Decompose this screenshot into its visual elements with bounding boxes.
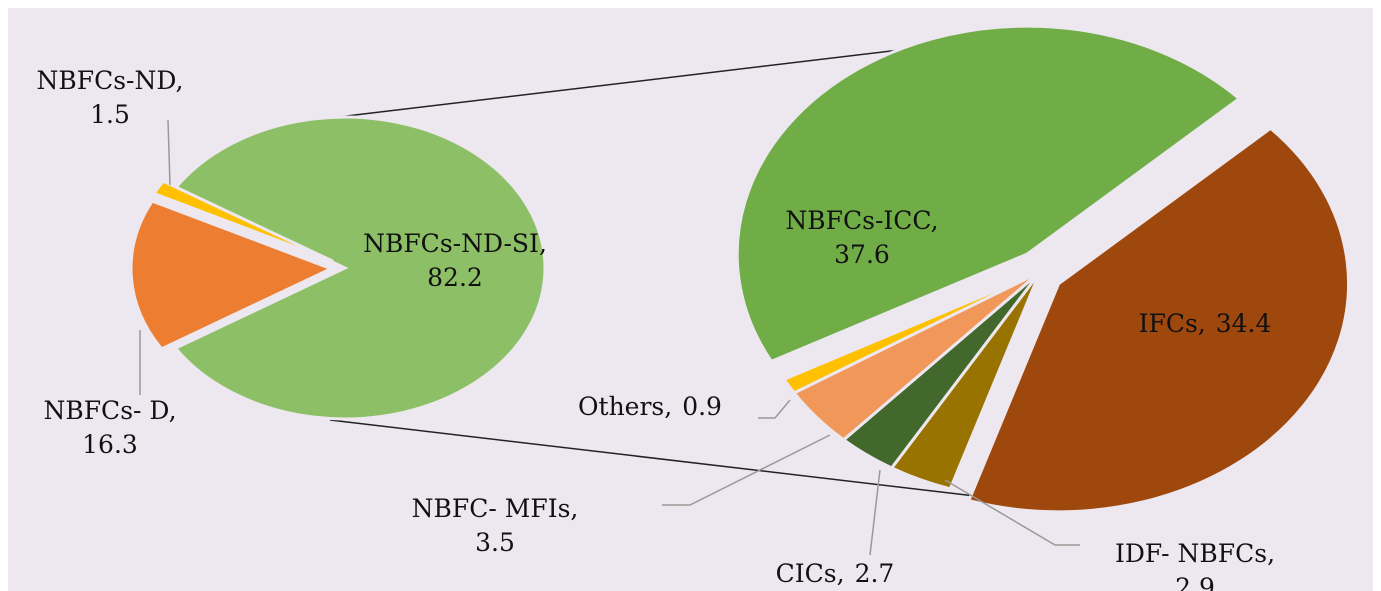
label-sep: , bbox=[664, 392, 672, 421]
leader-line bbox=[944, 479, 1080, 546]
label-sep: , bbox=[837, 559, 845, 588]
data-label: CICs, 2.7 bbox=[776, 559, 895, 588]
data-label: NBFCs- D, 16.3 bbox=[43, 396, 176, 459]
data-label: NBFCs-ND, 1.5 bbox=[37, 66, 184, 129]
label-sep: , bbox=[169, 396, 177, 425]
data-label: IDF- NBFCs, 2.9 bbox=[1115, 539, 1275, 591]
data-label: NBFCs-ICC, 37.6 bbox=[785, 206, 938, 269]
label-sep: , bbox=[539, 229, 547, 258]
pie-slice bbox=[129, 199, 335, 351]
label-value: 3.5 bbox=[475, 528, 515, 557]
connector-line bbox=[329, 37, 1001, 119]
connector-line bbox=[329, 419, 976, 497]
data-label: IFCs, 34.4 bbox=[1139, 309, 1272, 338]
label-name: NBFCs-ICC bbox=[785, 206, 930, 235]
leader-line bbox=[662, 434, 831, 506]
label-value: 1.5 bbox=[90, 100, 130, 129]
label-sep: , bbox=[176, 66, 184, 95]
label-name: NBFCs- D bbox=[43, 396, 168, 425]
label-sep: , bbox=[1267, 539, 1275, 568]
pie-slice bbox=[172, 115, 547, 421]
label-sep: , bbox=[931, 206, 939, 235]
label-name: NBFCs-ND bbox=[37, 66, 176, 95]
leader-line bbox=[869, 469, 881, 556]
label-sep: , bbox=[570, 494, 578, 523]
label-value: 16.3 bbox=[82, 430, 138, 459]
data-label: Others, 0.9 bbox=[578, 392, 722, 421]
pie-slice bbox=[151, 179, 334, 263]
label-name: CICs bbox=[776, 559, 837, 588]
label-name: NBFCs-ND-SI bbox=[363, 229, 539, 258]
data-label: NBFC- MFIs, 3.5 bbox=[412, 494, 579, 557]
pie-slice bbox=[735, 24, 1242, 364]
label-value: 34.4 bbox=[1216, 309, 1272, 338]
label-name: IDF- NBFCs bbox=[1115, 539, 1267, 568]
label-name: Others bbox=[578, 392, 664, 421]
label-value: 0.9 bbox=[682, 392, 722, 421]
label-name: NBFC- MFIs bbox=[412, 494, 571, 523]
label-value: 2.7 bbox=[855, 559, 895, 588]
label-value: 37.6 bbox=[834, 240, 890, 269]
leader-line bbox=[167, 119, 171, 186]
pie-slice bbox=[781, 270, 1041, 395]
label-name: IFCs bbox=[1139, 309, 1198, 338]
label-sep: , bbox=[1198, 309, 1206, 338]
label-value: 2.9 bbox=[1175, 573, 1215, 591]
data-label: NBFCs-ND-SI, 82.2 bbox=[363, 229, 547, 292]
label-value: 82.2 bbox=[427, 263, 483, 292]
leader-line bbox=[758, 399, 791, 419]
pie-slice bbox=[966, 126, 1350, 514]
